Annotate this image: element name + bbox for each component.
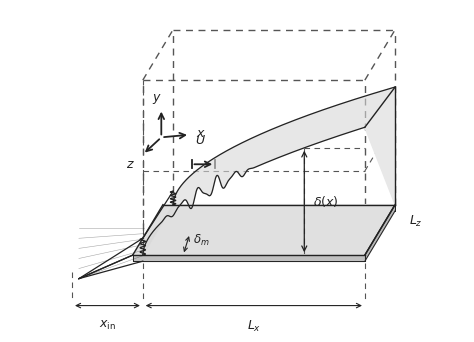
Polygon shape [365,205,395,261]
Text: U: U [195,134,205,147]
Text: z: z [126,158,133,171]
Text: y: y [153,91,160,104]
Text: $\delta_m$: $\delta_m$ [193,233,210,248]
Polygon shape [133,205,395,255]
Polygon shape [365,87,395,205]
Text: x: x [196,128,203,141]
Polygon shape [143,87,395,255]
Text: $L_x$: $L_x$ [246,319,261,334]
Text: $L_z$: $L_z$ [409,214,422,229]
Polygon shape [133,255,365,261]
Text: $x_{\mathrm{in}}$: $x_{\mathrm{in}}$ [99,319,116,332]
Text: $\delta(x)$: $\delta(x)$ [313,194,338,209]
